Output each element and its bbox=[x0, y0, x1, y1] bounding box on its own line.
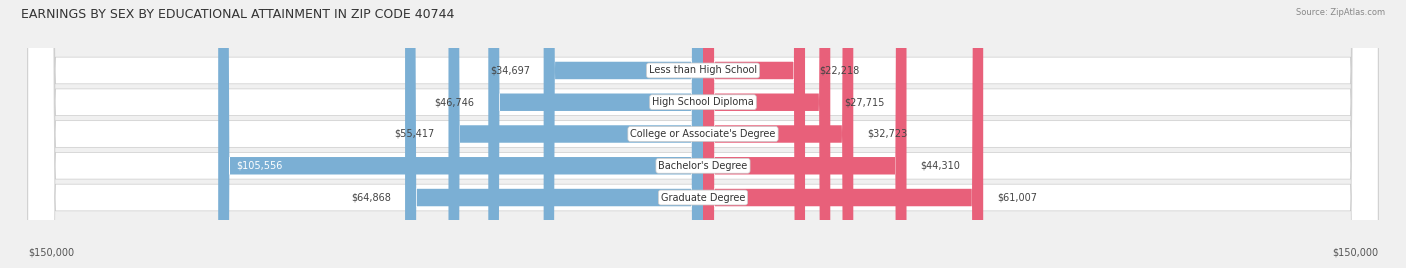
Text: College or Associate's Degree: College or Associate's Degree bbox=[630, 129, 776, 139]
FancyBboxPatch shape bbox=[28, 0, 1378, 268]
FancyBboxPatch shape bbox=[405, 0, 703, 268]
FancyBboxPatch shape bbox=[218, 0, 703, 268]
Text: $22,218: $22,218 bbox=[818, 65, 859, 76]
FancyBboxPatch shape bbox=[28, 0, 1378, 268]
Text: $32,723: $32,723 bbox=[868, 129, 907, 139]
FancyBboxPatch shape bbox=[703, 0, 831, 268]
FancyBboxPatch shape bbox=[449, 0, 703, 268]
Text: $34,697: $34,697 bbox=[489, 65, 530, 76]
Text: $105,556: $105,556 bbox=[236, 161, 283, 171]
FancyBboxPatch shape bbox=[544, 0, 703, 268]
FancyBboxPatch shape bbox=[703, 0, 983, 268]
Text: $44,310: $44,310 bbox=[921, 161, 960, 171]
Text: High School Diploma: High School Diploma bbox=[652, 97, 754, 107]
FancyBboxPatch shape bbox=[28, 0, 1378, 268]
Text: Bachelor's Degree: Bachelor's Degree bbox=[658, 161, 748, 171]
Text: $150,000: $150,000 bbox=[1331, 247, 1378, 257]
FancyBboxPatch shape bbox=[28, 0, 1378, 268]
Text: $61,007: $61,007 bbox=[997, 192, 1038, 203]
Text: Less than High School: Less than High School bbox=[650, 65, 756, 76]
FancyBboxPatch shape bbox=[28, 0, 1378, 268]
Text: $55,417: $55,417 bbox=[395, 129, 434, 139]
FancyBboxPatch shape bbox=[703, 0, 907, 268]
FancyBboxPatch shape bbox=[488, 0, 703, 268]
FancyBboxPatch shape bbox=[703, 0, 853, 268]
FancyBboxPatch shape bbox=[703, 0, 806, 268]
Text: EARNINGS BY SEX BY EDUCATIONAL ATTAINMENT IN ZIP CODE 40744: EARNINGS BY SEX BY EDUCATIONAL ATTAINMEN… bbox=[21, 8, 454, 21]
Text: Graduate Degree: Graduate Degree bbox=[661, 192, 745, 203]
Text: $46,746: $46,746 bbox=[434, 97, 474, 107]
Text: $150,000: $150,000 bbox=[28, 247, 75, 257]
Text: $27,715: $27,715 bbox=[844, 97, 884, 107]
Text: Source: ZipAtlas.com: Source: ZipAtlas.com bbox=[1296, 8, 1385, 17]
Text: $64,868: $64,868 bbox=[352, 192, 391, 203]
